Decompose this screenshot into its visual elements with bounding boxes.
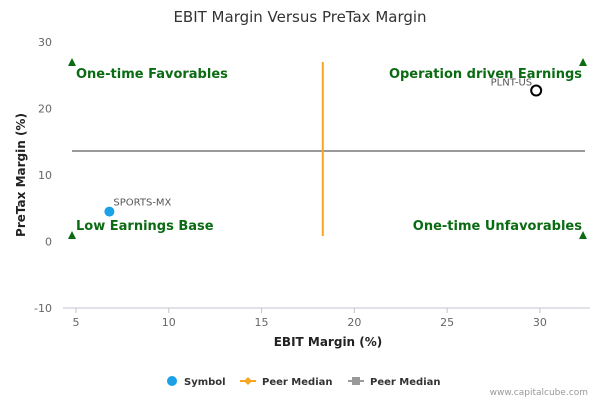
- plot-area: 5 10 15 20 25 30 -10 0 10 20 30 One-time Favorabl…: [34, 36, 590, 329]
- legend-item[interactable]: Symbol: [167, 376, 226, 388]
- legend-square-icon: [352, 377, 360, 385]
- legend-label: Symbol: [184, 377, 226, 388]
- legend-circle-icon: [167, 376, 177, 386]
- quadrant-markers: [68, 58, 587, 239]
- legend-label: Peer Median: [370, 377, 441, 388]
- legend-label: Peer Median: [262, 377, 333, 388]
- quadrant-label-top-right: Operation driven Earnings: [389, 67, 582, 82]
- legend-diamond-icon: [244, 377, 252, 385]
- point-sports-mx: [104, 206, 115, 217]
- y-tick-label: 0: [45, 236, 52, 249]
- quadrant-label-bottom-right: One-time Unfavorables: [413, 219, 582, 234]
- triangle-top-left: [68, 58, 76, 66]
- x-tick-label: 20: [347, 316, 361, 329]
- triangle-bottom-right: [579, 231, 587, 239]
- x-tick-label: 5: [72, 316, 79, 329]
- y-tick-label: 10: [38, 169, 52, 182]
- x-tick-label: 15: [255, 316, 269, 329]
- point-plnt-us: [530, 84, 543, 97]
- credit-text: www.capitalcube.com: [490, 388, 588, 398]
- legend-item[interactable]: Peer Median: [240, 377, 333, 388]
- x-tick-label: 25: [440, 316, 454, 329]
- x-tick-label: 10: [162, 316, 176, 329]
- x-axis-title: EBIT Margin (%): [274, 335, 383, 349]
- quadrant-label-top-left: One-time Favorables: [76, 67, 228, 82]
- point-label-sports-mx: SPORTS-MX: [113, 198, 171, 209]
- y-tick-group: -10 0 10 20 30: [34, 36, 52, 315]
- x-tick-group: 5 10 15 20 25 30: [72, 308, 547, 329]
- y-tick-label: 20: [38, 103, 52, 116]
- point-label-plnt-us: PLNT-US: [491, 78, 533, 89]
- y-tick-label: -10: [34, 302, 52, 315]
- x-tick-label: 30: [533, 316, 547, 329]
- legend-item[interactable]: Peer Median: [348, 377, 441, 388]
- data-points: SPORTS-MX PLNT-US: [104, 78, 543, 217]
- triangle-bottom-left: [68, 231, 76, 239]
- y-tick-label: 30: [38, 36, 52, 49]
- legend: Symbol Peer Median Peer Median: [167, 376, 441, 388]
- chart-title: EBIT Margin Versus PreTax Margin: [173, 8, 426, 26]
- quadrant-label-bottom-left: Low Earnings Base: [76, 219, 214, 234]
- y-axis-title: PreTax Margin (%): [14, 113, 28, 237]
- triangle-top-right: [579, 58, 587, 66]
